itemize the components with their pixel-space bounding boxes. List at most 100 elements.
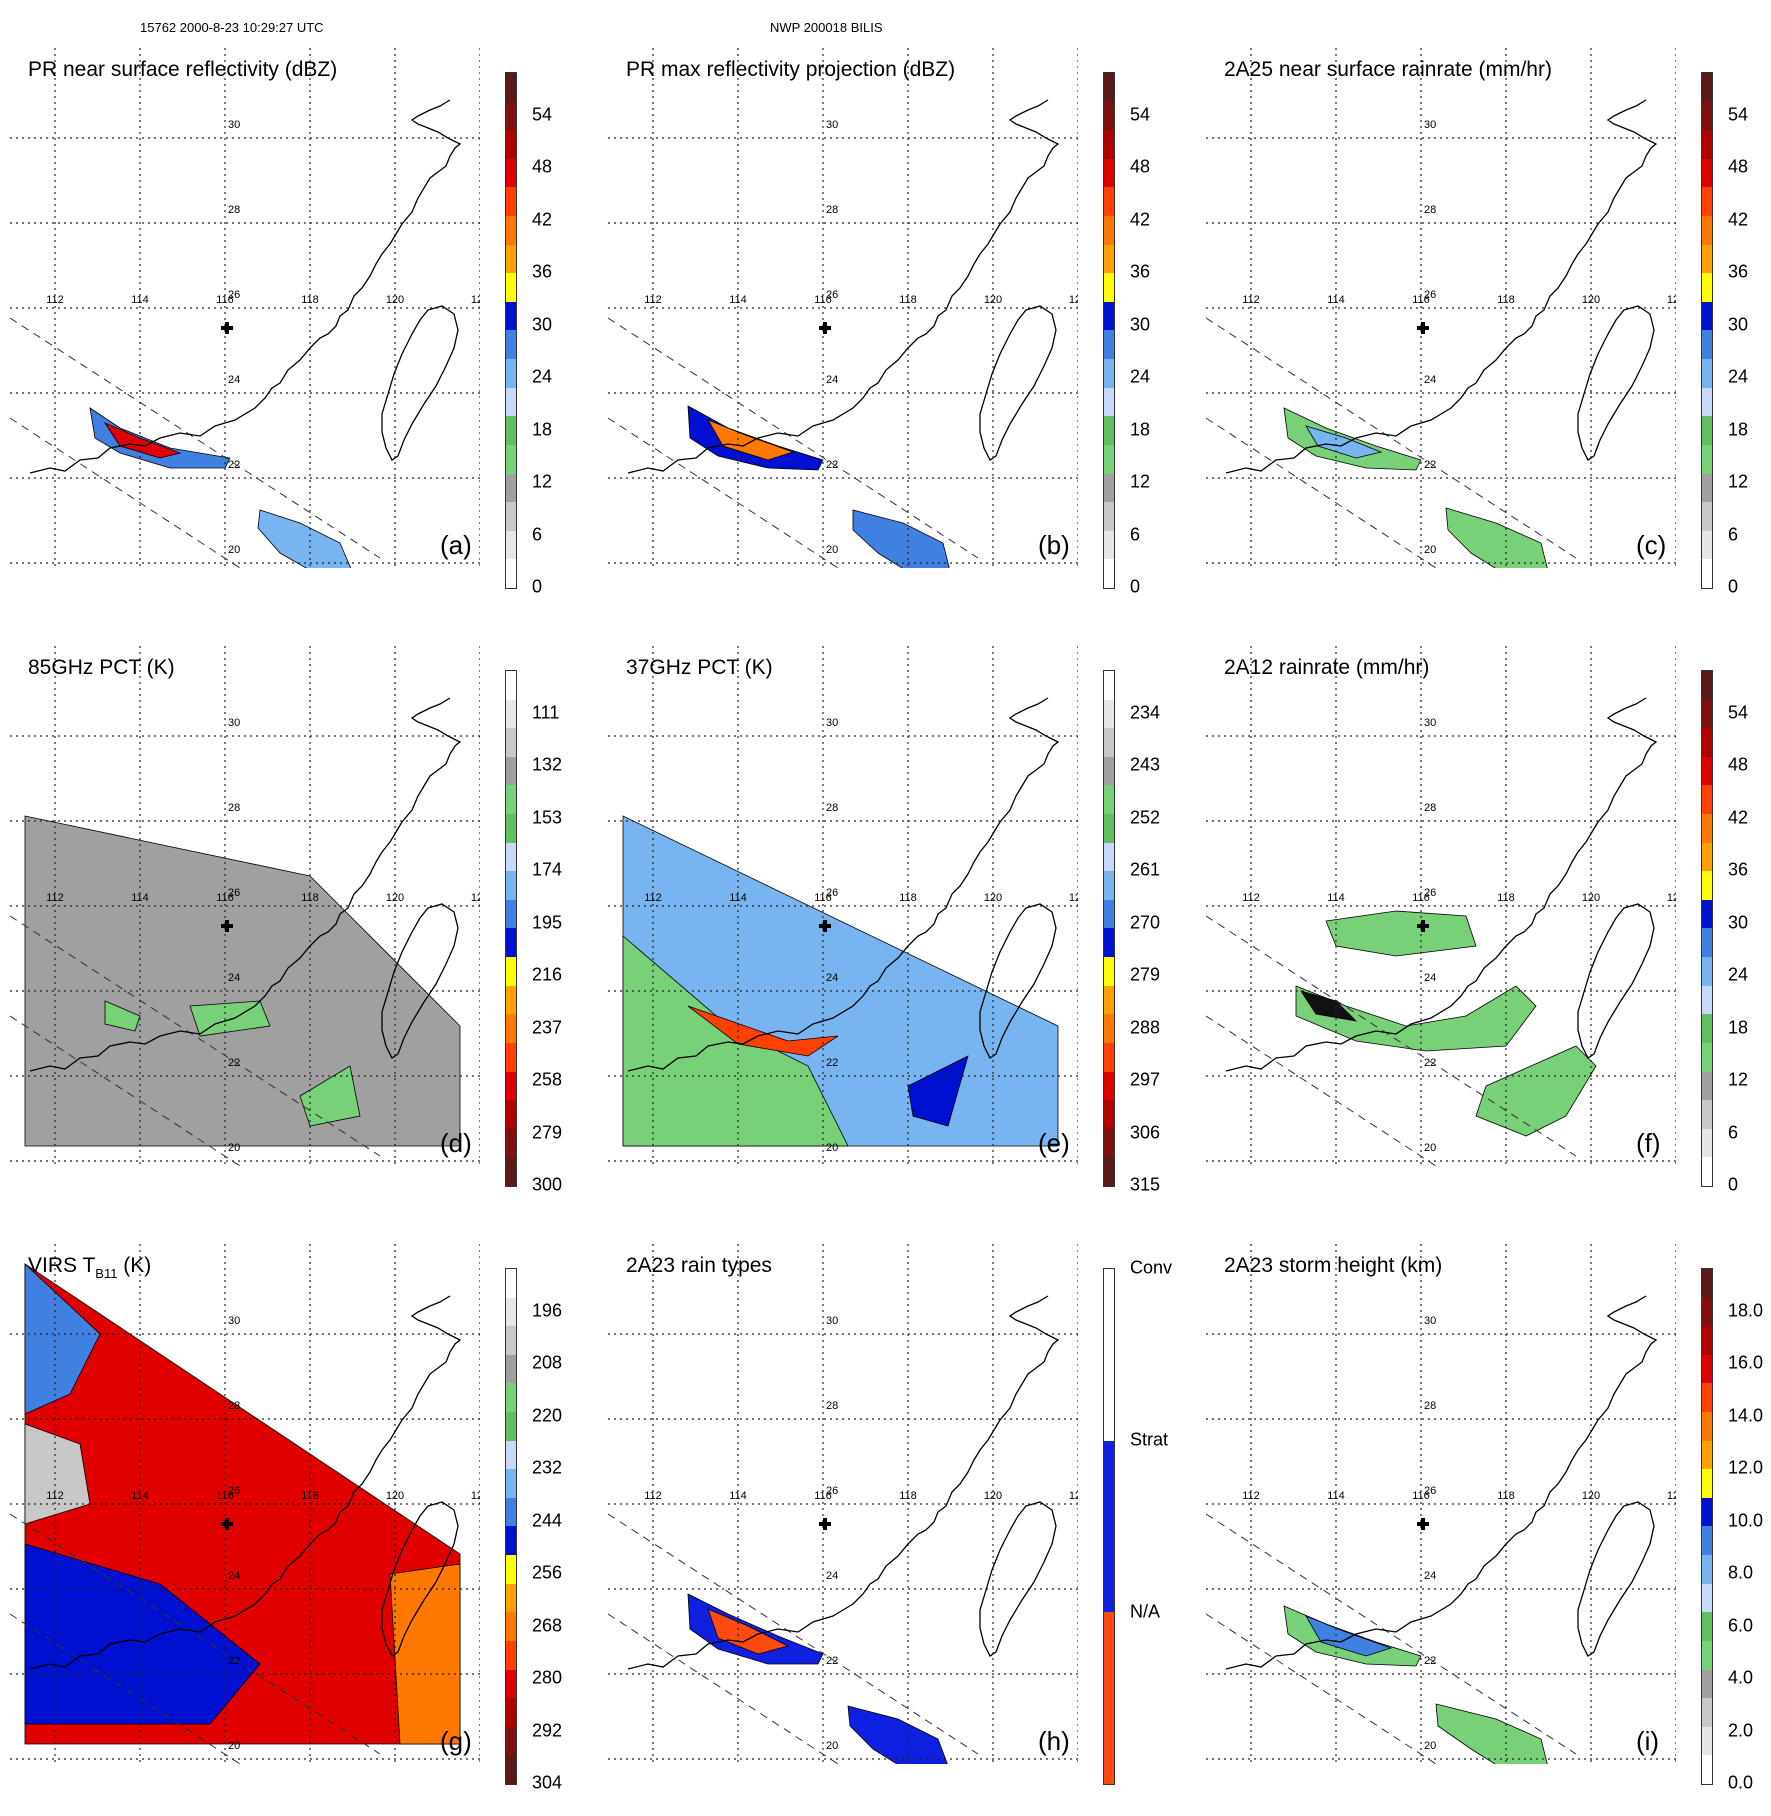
colorbar-segment: [1104, 899, 1114, 929]
lon-label: 114: [729, 294, 747, 306]
panel-title: 2A23 rain types: [626, 1254, 772, 1277]
colorbar-tick: 174: [532, 859, 563, 880]
colorbar-tick: 36: [1130, 261, 1151, 282]
panel-title: 2A23 storm height (km): [1224, 1254, 1443, 1277]
colorbar-segment: [1104, 957, 1114, 986]
colorbar-tick: 195: [532, 912, 563, 933]
colorbar-tick: 48: [532, 156, 553, 177]
lat-label: 28: [1424, 1400, 1436, 1412]
colorbar-segment: [1702, 1440, 1712, 1470]
lon-label: 116: [216, 1490, 234, 1502]
colorbar-segment: [1702, 1042, 1712, 1072]
colorbar-segment: [1702, 756, 1712, 786]
map-a: 112 114 116 118 120 122 30 28 26 24 22 20: [10, 48, 480, 568]
lat-label: 22: [1424, 1057, 1436, 1069]
lon-label: 114: [1327, 294, 1345, 306]
lat-label: 22: [826, 1655, 838, 1667]
colorbar-segment: [1104, 502, 1114, 531]
swath-edge: [10, 1513, 381, 1755]
panel-tag: (e): [1038, 1128, 1070, 1158]
colorbar-segment: [506, 1526, 516, 1556]
precip-area: [1300, 990, 1358, 1022]
colorbar-tick: 297: [1130, 1069, 1161, 1090]
colorbar-segment: [506, 1698, 516, 1727]
colorbar-segment: [506, 158, 516, 188]
lat-label: 30: [228, 717, 240, 729]
lat-label: 20: [228, 1142, 240, 1154]
colorbar-tick: 6: [1728, 524, 1739, 545]
precip-area: [707, 419, 795, 461]
colorbar-tick: 0.0: [1728, 1772, 1754, 1793]
colorbar-segment: [506, 1469, 516, 1498]
map-e: 112 114 116 118 120 122 30 28 26 24 22 20: [608, 646, 1078, 1166]
lon-label: 120: [1582, 1490, 1600, 1502]
lat-label: 22: [826, 1057, 838, 1069]
lon-label: 118: [301, 1490, 319, 1502]
lon-label: 120: [1582, 294, 1600, 306]
colorbar-tick: 54: [1130, 104, 1151, 125]
panel-tag: (f): [1636, 1128, 1661, 1158]
colorbar-segment: [506, 244, 516, 274]
panel-title: 37GHz PCT (K): [626, 656, 773, 679]
lon-label: 118: [899, 1490, 917, 1502]
colorbar-tick: 258: [532, 1069, 563, 1090]
lon-label: 116: [216, 294, 234, 306]
precip-area: [847, 1705, 948, 1764]
lon-label: 112: [644, 1490, 662, 1502]
taiwan-outline: [1577, 903, 1655, 1059]
precip-area: [707, 1608, 790, 1655]
colorbar-tick: 300: [532, 1174, 563, 1195]
precip-area: [1295, 985, 1537, 1052]
colorbar-segment: [506, 73, 516, 102]
colorbar-tick: 315: [1130, 1174, 1161, 1195]
colorbar-segment: [1702, 101, 1712, 131]
lat-label: 26: [826, 1485, 838, 1497]
panel-title: VIRS TB11 (K): [28, 1254, 152, 1281]
colorbar-tick: N/A: [1130, 1601, 1161, 1622]
lon-label: 122: [1667, 1490, 1676, 1502]
swath-edge: [1206, 317, 1577, 559]
colorbar-tick: 48: [1130, 156, 1151, 177]
colorbar-segment: [506, 530, 516, 560]
colorbar: [505, 72, 517, 589]
lat-label: 20: [228, 544, 240, 556]
colorbar-tick: 304: [532, 1772, 563, 1793]
lat-label: 20: [1424, 1142, 1436, 1154]
panel-f: 1121141161181201223028262422202A12 rainr…: [1196, 628, 1771, 1218]
coastline: [29, 697, 462, 1072]
colorbar-segment: [506, 216, 516, 245]
lon-label: 120: [386, 294, 404, 306]
colorbar-segment: [506, 1440, 516, 1470]
colorbar-tick: 237: [532, 1017, 563, 1038]
lon-label: 118: [301, 294, 319, 306]
lat-label: 30: [826, 119, 838, 131]
colorbar-segment: [1104, 158, 1114, 188]
colorbar-tick: 261: [1130, 859, 1161, 880]
lon-label: 118: [301, 892, 319, 904]
colorbar-tick: 244: [532, 1510, 563, 1531]
colorbar-segment: [1702, 1071, 1712, 1101]
colorbar-segment: [506, 1269, 516, 1298]
lat-label: 24: [228, 1570, 240, 1582]
precip-area: [24, 1423, 91, 1525]
colorbar-segment: [506, 416, 516, 445]
lat-label: 20: [826, 544, 838, 556]
colorbar-segment: [1702, 871, 1712, 900]
colorbar-tick: 48: [1728, 754, 1749, 775]
precip-area: [687, 1593, 824, 1665]
lat-label: 30: [826, 1315, 838, 1327]
lat-label: 24: [826, 972, 838, 984]
colorbar-tick: 18: [1728, 419, 1749, 440]
colorbar-tick: 18: [1728, 1017, 1749, 1038]
colorbar-tick: 232: [532, 1457, 563, 1478]
colorbar-segment: [506, 473, 516, 503]
map-f: 112 114 116 118 120 122 30 28 26 24 22 20: [1206, 646, 1676, 1166]
colorbar-segment: [1702, 1128, 1712, 1158]
colorbar-tick: 0: [1728, 576, 1739, 597]
storm-header: NWP 200018 BILIS: [770, 20, 883, 35]
swath-edge: [1206, 1015, 1437, 1166]
colorbar-tick: 42: [532, 209, 553, 230]
precip-area: [907, 1055, 969, 1127]
colorbar-segment: [506, 671, 516, 700]
lat-label: 26: [826, 887, 838, 899]
